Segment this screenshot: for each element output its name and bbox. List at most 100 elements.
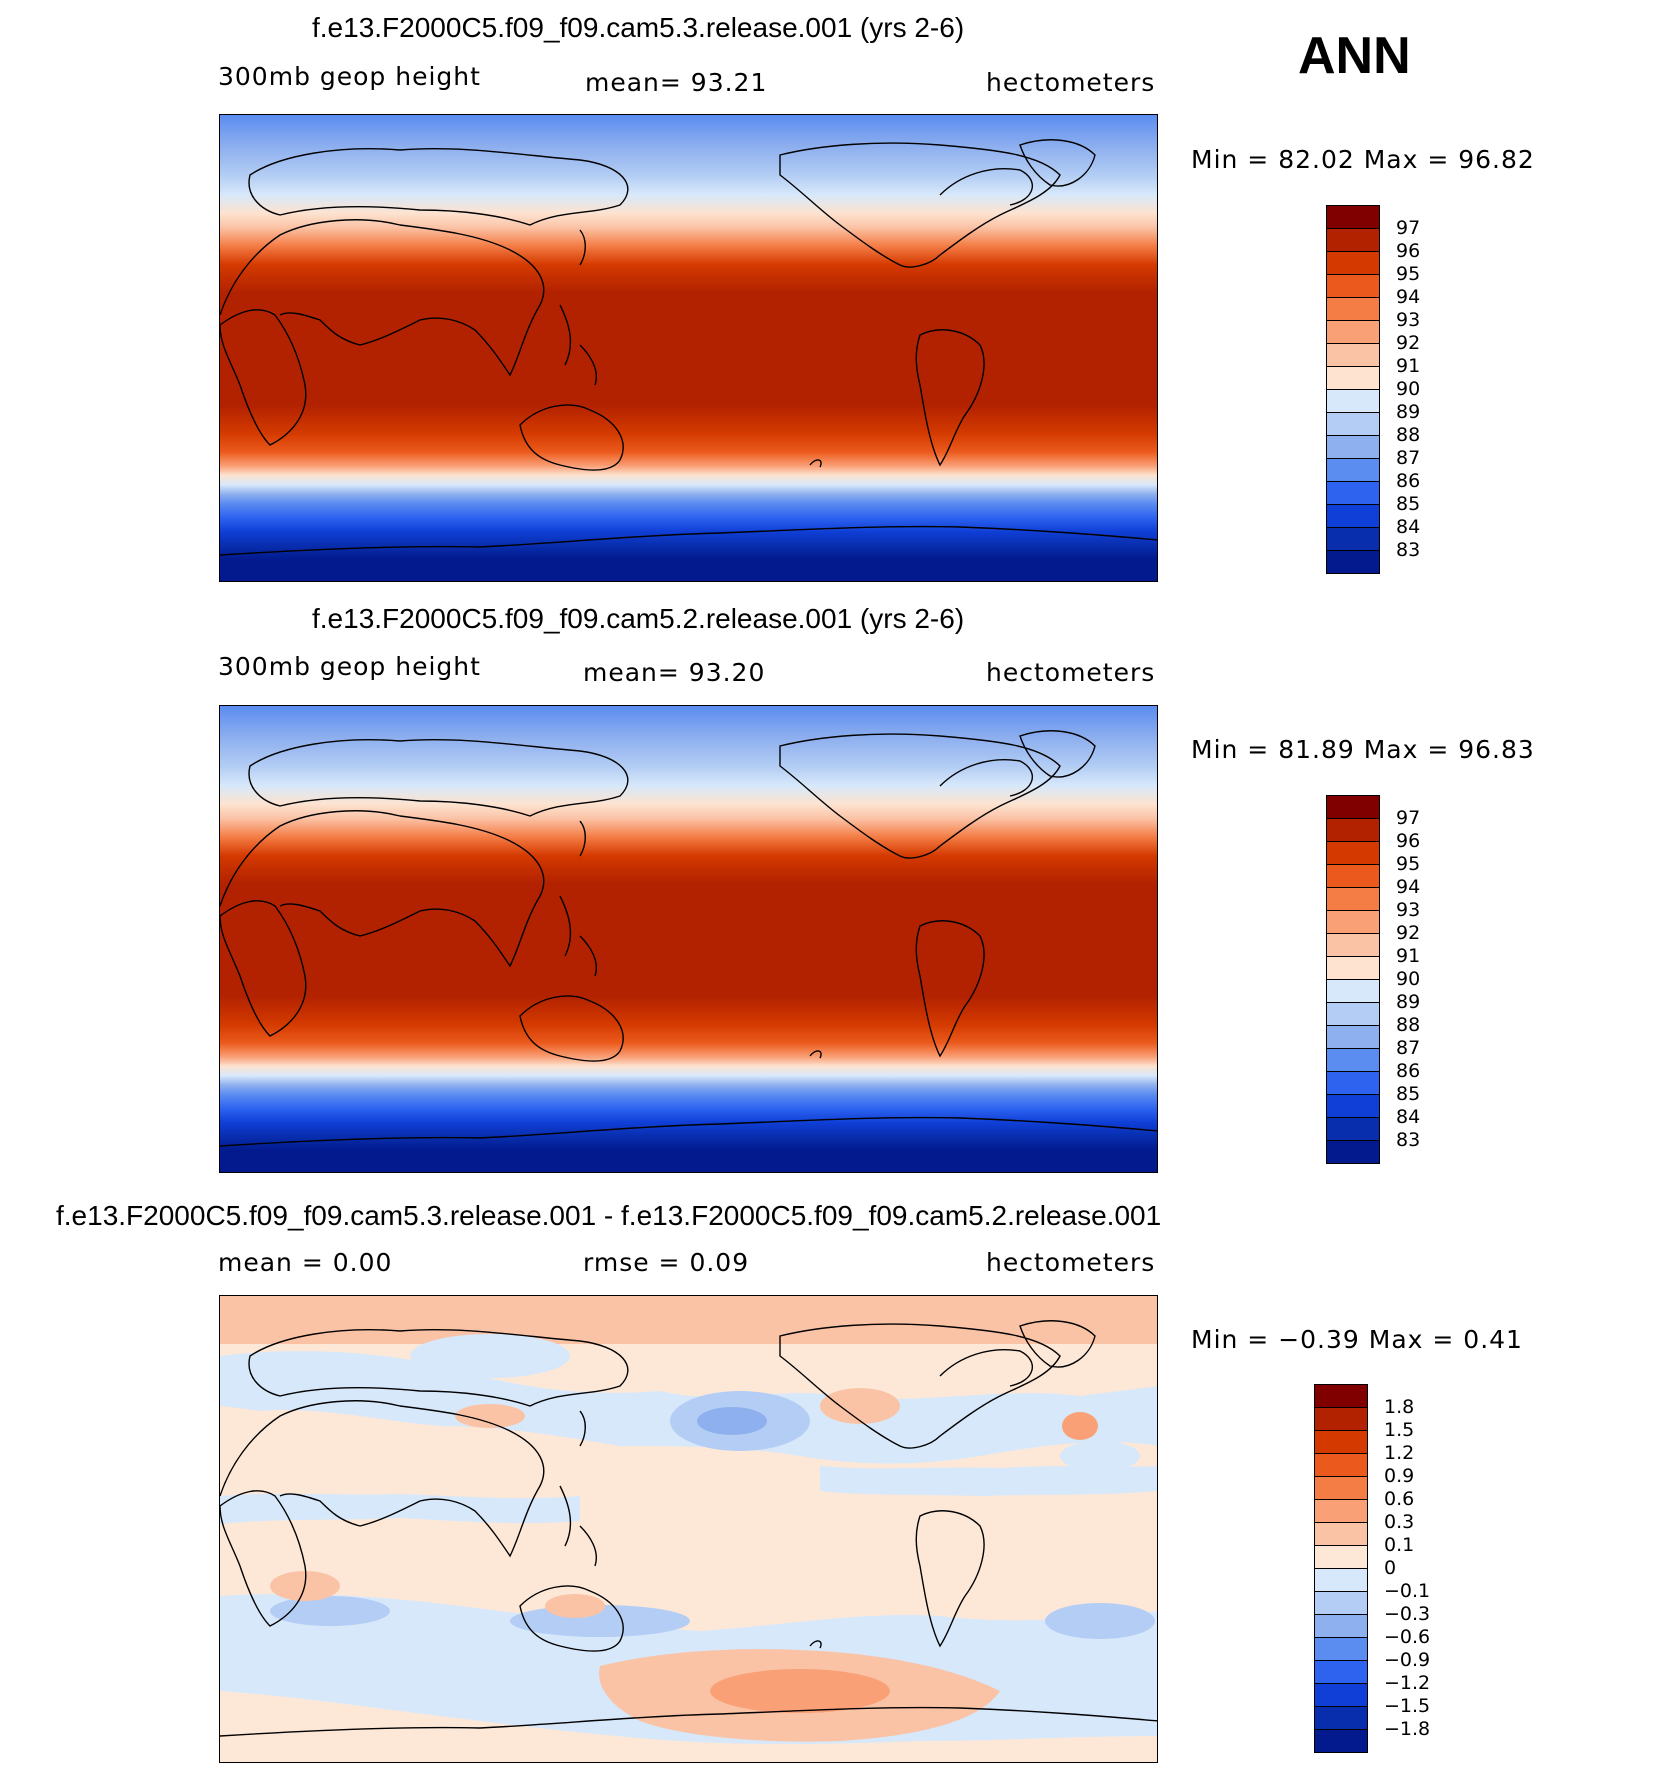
colorbar-label: 87 bbox=[1396, 447, 1421, 469]
panel-1-variable: 300mb geop height bbox=[218, 62, 481, 91]
colorbar-swatch bbox=[1326, 481, 1380, 505]
colorbar-label: 95 bbox=[1396, 853, 1421, 875]
panel-2-colorbar: 97 96 95 94 93 92 91 90 89 88 87 86 85 84 83 bbox=[1326, 795, 1446, 1167]
colorbar-label: 93 bbox=[1396, 899, 1421, 921]
colorbar-label: 89 bbox=[1396, 401, 1421, 423]
colorbar-swatch bbox=[1326, 251, 1380, 275]
colorbar-swatch bbox=[1326, 297, 1380, 321]
colorbar-swatch bbox=[1326, 274, 1380, 298]
colorbar-label: 84 bbox=[1396, 516, 1421, 538]
colorbar-label: 93 bbox=[1396, 309, 1421, 331]
panel-2-minmax: Min = 81.89 Max = 96.83 bbox=[1191, 735, 1535, 764]
colorbar-swatch bbox=[1326, 795, 1380, 819]
colorbar-label: −1.5 bbox=[1384, 1695, 1431, 1717]
panel-3-units: hectometers bbox=[986, 1248, 1156, 1277]
colorbar-label: 94 bbox=[1396, 876, 1421, 898]
colorbar-swatch bbox=[1326, 1048, 1380, 1072]
colorbar-swatch bbox=[1314, 1430, 1368, 1454]
colorbar-swatch bbox=[1326, 1025, 1380, 1049]
panel-3-coastlines bbox=[220, 1320, 1157, 1737]
panel-2-units: hectometers bbox=[986, 658, 1156, 687]
panel-1-colorbar: 97 96 95 94 93 92 91 90 89 88 87 86 85 84 83 bbox=[1326, 205, 1446, 577]
colorbar-swatch bbox=[1326, 864, 1380, 888]
colorbar-swatch bbox=[1314, 1407, 1368, 1431]
colorbar-label: 0.6 bbox=[1384, 1488, 1415, 1510]
panel-1-coastlines bbox=[220, 139, 1157, 556]
colorbar-label: −0.1 bbox=[1384, 1580, 1431, 1602]
colorbar-swatch bbox=[1326, 910, 1380, 934]
season-label: ANN bbox=[1298, 27, 1411, 85]
colorbar-label: 89 bbox=[1396, 991, 1421, 1013]
colorbar-label: −0.9 bbox=[1384, 1649, 1431, 1671]
colorbar-label: 0.9 bbox=[1384, 1465, 1415, 1487]
colorbar-swatch bbox=[1326, 527, 1380, 551]
panel-1-mean: mean= 93.21 bbox=[585, 68, 768, 97]
panel-2-map bbox=[219, 705, 1158, 1173]
colorbar-swatch bbox=[1326, 389, 1380, 413]
colorbar-swatch bbox=[1326, 1094, 1380, 1118]
colorbar-label: 0.1 bbox=[1384, 1534, 1415, 1556]
panel-3-colorbar: 1.8 1.5 1.2 0.9 0.6 0.3 0.1 0 −0.1 −0.3 −0.6 −0.9 −1… bbox=[1314, 1384, 1454, 1756]
colorbar-label: −0.3 bbox=[1384, 1603, 1431, 1625]
colorbar-swatch bbox=[1326, 366, 1380, 390]
colorbar-swatch bbox=[1326, 887, 1380, 911]
colorbar-label: −1.8 bbox=[1384, 1718, 1431, 1740]
colorbar-swatch bbox=[1314, 1522, 1368, 1546]
colorbar-label: 1.5 bbox=[1384, 1419, 1415, 1441]
colorbar-swatch bbox=[1326, 320, 1380, 344]
colorbar-swatch bbox=[1326, 458, 1380, 482]
colorbar-swatch bbox=[1326, 841, 1380, 865]
colorbar-swatch bbox=[1326, 956, 1380, 980]
colorbar-swatch bbox=[1314, 1706, 1368, 1730]
colorbar-swatch bbox=[1326, 504, 1380, 528]
panel-3-title: f.e13.F2000C5.f09_f09.cam5.3.release.001… bbox=[56, 1200, 1162, 1231]
colorbar-swatch bbox=[1314, 1384, 1368, 1408]
colorbar-swatch bbox=[1326, 1117, 1380, 1141]
colorbar-swatch bbox=[1326, 979, 1380, 1003]
colorbar-swatch bbox=[1314, 1545, 1368, 1569]
colorbar-swatch bbox=[1314, 1683, 1368, 1707]
panel-2-variable: 300mb geop height bbox=[218, 652, 481, 681]
panel-2-title: f.e13.F2000C5.f09_f09.cam5.2.release.001… bbox=[312, 603, 965, 634]
colorbar-swatch bbox=[1326, 933, 1380, 957]
colorbar-swatch bbox=[1326, 1140, 1380, 1164]
colorbar-swatch bbox=[1326, 1071, 1380, 1095]
colorbar-label: 95 bbox=[1396, 263, 1421, 285]
colorbar-label: 0 bbox=[1384, 1557, 1397, 1579]
colorbar-label: −1.2 bbox=[1384, 1672, 1431, 1694]
colorbar-swatch bbox=[1314, 1637, 1368, 1661]
colorbar-label: 91 bbox=[1396, 945, 1421, 967]
colorbar-label: 86 bbox=[1396, 470, 1421, 492]
panel-2-coastlines bbox=[220, 730, 1157, 1147]
colorbar-label: 84 bbox=[1396, 1106, 1421, 1128]
colorbar-label: −0.6 bbox=[1384, 1626, 1431, 1648]
panel-3-anomaly-patches bbox=[220, 1296, 1157, 1745]
panel-1-field bbox=[220, 115, 1157, 581]
colorbar-swatch bbox=[1314, 1453, 1368, 1477]
panel-3-minmax: Min = −0.39 Max = 0.41 bbox=[1191, 1325, 1523, 1354]
colorbar-swatch bbox=[1314, 1614, 1368, 1638]
colorbar-label: 85 bbox=[1396, 493, 1421, 515]
colorbar-label: 90 bbox=[1396, 378, 1421, 400]
colorbar-label: 97 bbox=[1396, 217, 1421, 239]
panel-3-mean: mean = 0.00 bbox=[218, 1248, 393, 1277]
colorbar-label: 97 bbox=[1396, 807, 1421, 829]
panel-3-map bbox=[219, 1295, 1158, 1763]
colorbar-label: 88 bbox=[1396, 1014, 1421, 1036]
colorbar-swatch bbox=[1326, 228, 1380, 252]
colorbar-label: 92 bbox=[1396, 332, 1421, 354]
colorbar-swatch bbox=[1314, 1499, 1368, 1523]
colorbar-label: 83 bbox=[1396, 1129, 1421, 1151]
panel-1-title: f.e13.F2000C5.f09_f09.cam5.3.release.001… bbox=[312, 12, 965, 43]
panel-2-mean: mean= 93.20 bbox=[583, 658, 766, 687]
colorbar-label: 92 bbox=[1396, 922, 1421, 944]
panel-1-map bbox=[219, 114, 1158, 582]
colorbar-label: 83 bbox=[1396, 539, 1421, 561]
colorbar-label: 86 bbox=[1396, 1060, 1421, 1082]
colorbar-label: 1.8 bbox=[1384, 1396, 1415, 1418]
colorbar-swatch bbox=[1326, 343, 1380, 367]
panel-1-units: hectometers bbox=[986, 68, 1156, 97]
colorbar-label: 96 bbox=[1396, 830, 1421, 852]
colorbar-label: 1.2 bbox=[1384, 1442, 1415, 1464]
colorbar-swatch bbox=[1326, 1002, 1380, 1026]
